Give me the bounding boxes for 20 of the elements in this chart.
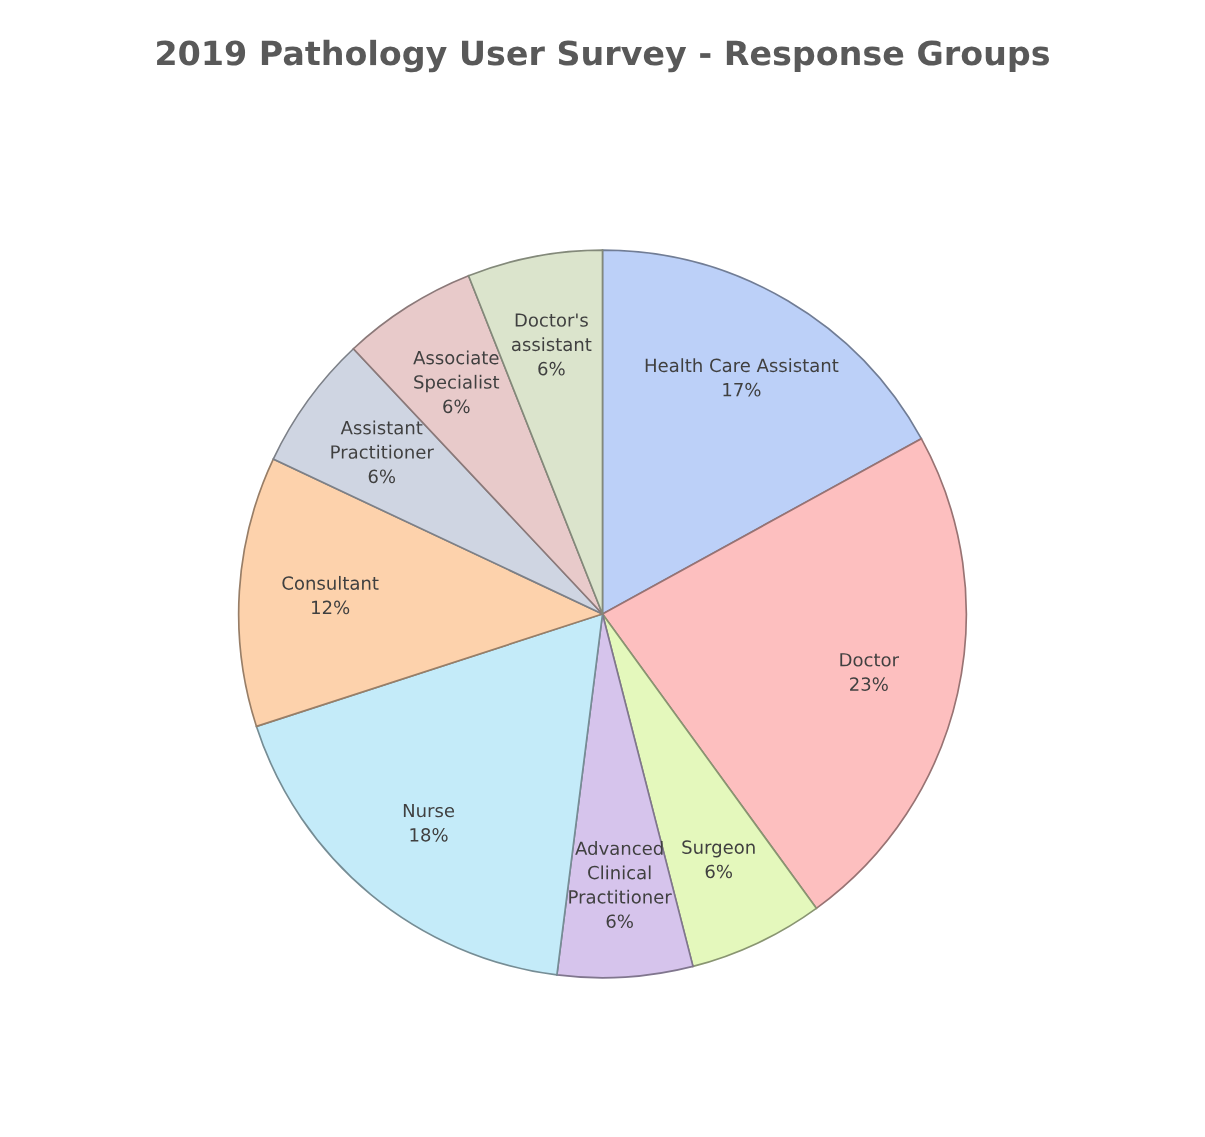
slice-label: Doctor's assistant xyxy=(511,313,592,352)
slice-label: Consultant xyxy=(282,575,379,590)
data-label: 12% xyxy=(312,600,350,615)
data-label: 6% xyxy=(606,914,633,929)
slice-label: Doctor xyxy=(840,653,900,667)
data-label: 6% xyxy=(443,399,470,414)
data-label: 6% xyxy=(368,469,396,484)
data-label: 6% xyxy=(538,361,565,376)
slice-label: Associate Specialist xyxy=(413,350,500,393)
chart-title: 2019 Pathology User Survey - Response Groups xyxy=(157,39,1049,73)
data-label: 6% xyxy=(705,864,733,879)
slice-label: Advanced Clinical Practitioner xyxy=(569,841,672,904)
data-label: 23% xyxy=(850,677,888,691)
slice-label: Health Care Assistant xyxy=(645,358,839,373)
pie-slice xyxy=(601,249,923,615)
data-label: 17% xyxy=(723,382,761,397)
slice-label: Assistant Practitioner xyxy=(331,420,434,459)
slice-label: Surgeon xyxy=(682,840,755,858)
slice-label: Nurse xyxy=(403,803,455,818)
data-label: 18% xyxy=(410,827,448,842)
